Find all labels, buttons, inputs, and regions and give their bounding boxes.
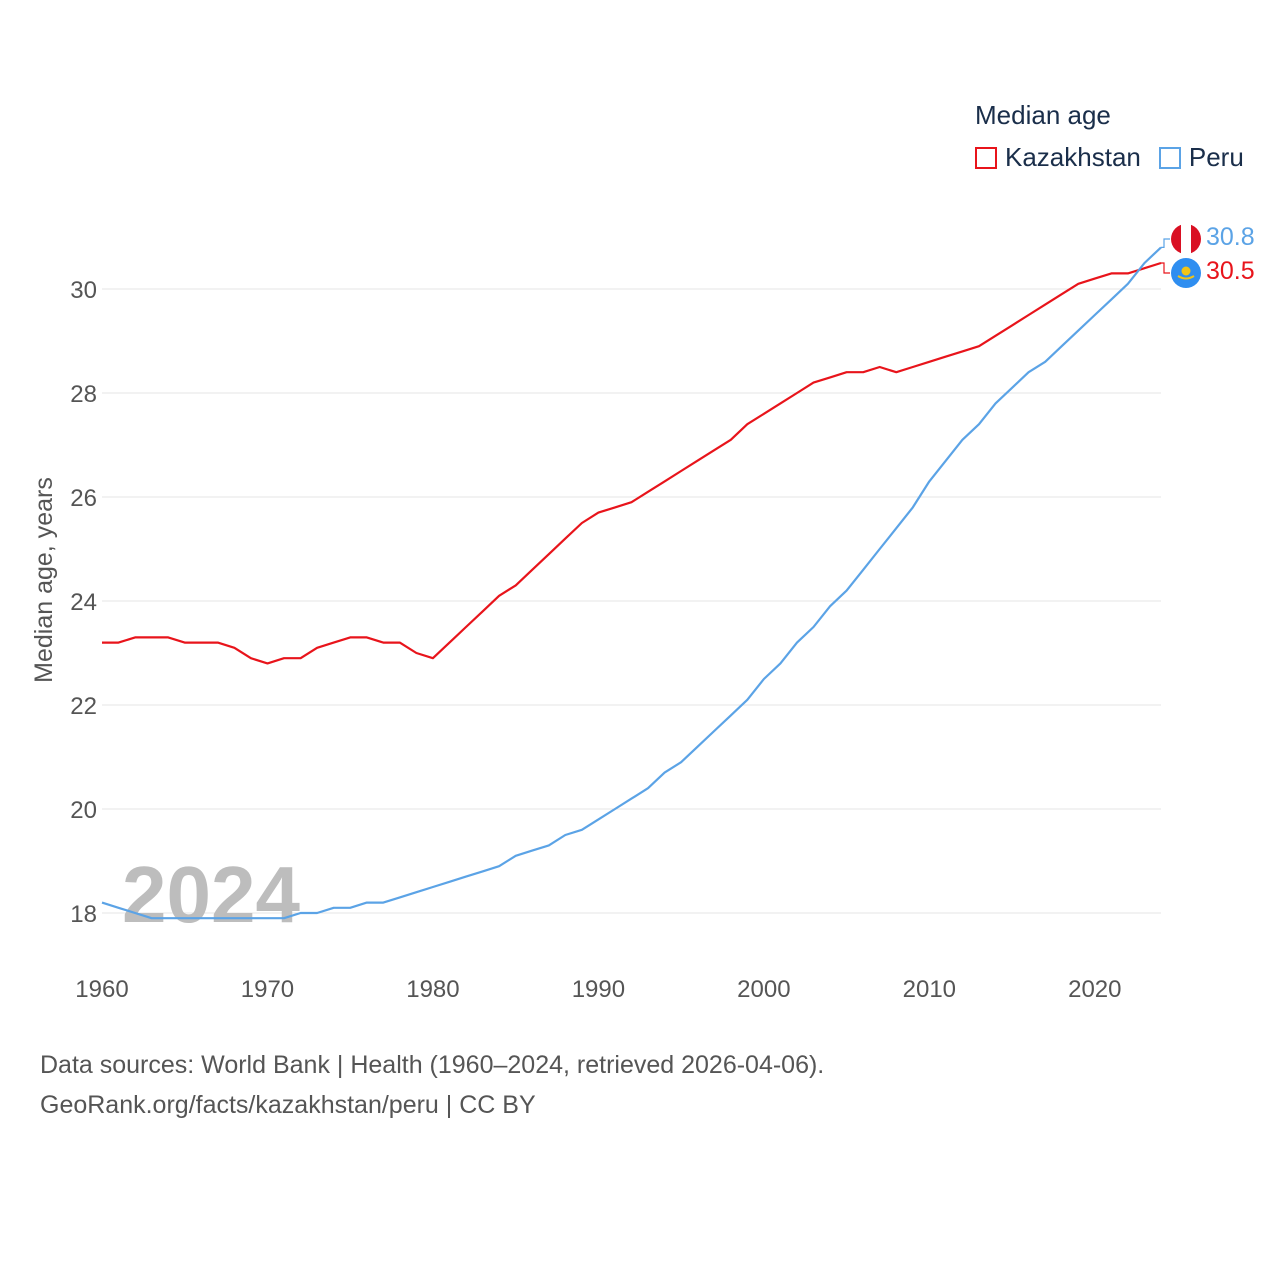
legend-swatch-kazakhstan	[975, 146, 997, 169]
y-tick-28: 28	[70, 381, 97, 408]
x-tick-1980: 1980	[406, 976, 459, 1003]
y-tick-20: 20	[70, 797, 97, 824]
data-sources: Data sources: World Bank | Health (1960–…	[40, 1045, 824, 1125]
x-tick-1970: 1970	[241, 976, 294, 1003]
x-tick-2020: 2020	[1068, 976, 1121, 1003]
y-tick-22: 22	[70, 693, 97, 720]
y-axis-ticks: 18 20 22 24 26 28 30	[70, 277, 97, 928]
kazakhstan-connector	[1161, 262, 1170, 274]
x-axis-ticks: 1960 1970 1980 1990 2000 2010 2020	[75, 976, 1121, 1003]
y-tick-24: 24	[70, 589, 97, 616]
end-labels: 30.8 30.5	[1161, 223, 1255, 288]
peru-flag-icon	[1171, 224, 1201, 254]
legend-swatch-peru	[1158, 146, 1181, 169]
series-line-peru	[101, 246, 1162, 920]
y-tick-26: 26	[70, 485, 97, 512]
sources-line-2[interactable]: GeoRank.org/facts/kazakhstan/peru | CC B…	[40, 1091, 536, 1119]
y-tick-18: 18	[70, 901, 97, 928]
year-watermark: 2024	[122, 850, 300, 939]
grid-lines	[102, 288, 1161, 914]
legend: Kazakhstan Peru	[975, 142, 1262, 173]
series-lines	[101, 246, 1162, 920]
kazakhstan-end-value: 30.5	[1206, 257, 1255, 285]
legend-label-kazakhstan: Kazakhstan	[1005, 142, 1141, 172]
series-line-kazakhstan	[102, 261, 1162, 665]
peru-connector	[1161, 238, 1170, 248]
sources-line-1: Data sources: World Bank | Health (1960–…	[40, 1051, 825, 1079]
x-tick-2000: 2000	[737, 976, 790, 1003]
legend-title: Median age	[975, 100, 1111, 130]
legend-item-peru[interactable]: Peru	[1158, 142, 1244, 173]
y-tick-30: 30	[70, 277, 97, 304]
peru-end-value: 30.8	[1206, 223, 1255, 251]
x-tick-2010: 2010	[903, 976, 956, 1003]
legend-label-peru: Peru	[1188, 142, 1244, 172]
x-tick-1960: 1960	[75, 976, 128, 1003]
legend-item-kazakhstan[interactable]: Kazakhstan	[975, 142, 1141, 173]
kazakhstan-flag-icon	[1171, 258, 1201, 288]
x-tick-1990: 1990	[572, 976, 625, 1003]
y-axis-label: Median age, years	[30, 477, 58, 683]
